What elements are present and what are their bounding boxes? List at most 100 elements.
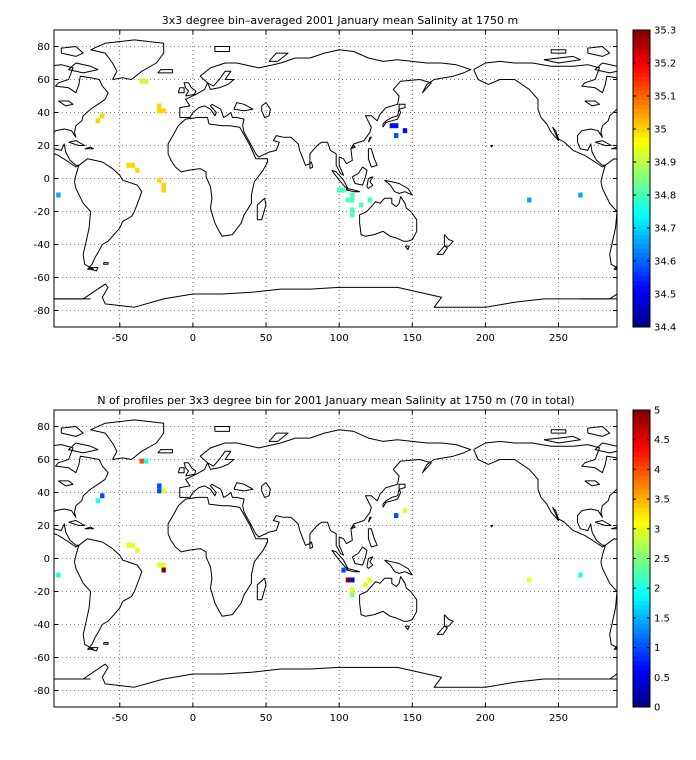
colorbar-swatch — [633, 215, 650, 221]
colorbar-swatch — [633, 136, 650, 142]
colorbar-tick-label: 0 — [654, 703, 660, 714]
coastline — [68, 442, 99, 454]
colorbar-swatch — [633, 609, 650, 615]
colorbar-swatch — [633, 30, 650, 36]
colorbar-swatch — [633, 470, 650, 476]
y-tick-label: -60 — [34, 273, 50, 284]
colorbar-swatch — [633, 488, 650, 495]
coastline — [398, 103, 406, 110]
bin-cell — [161, 488, 166, 494]
x-tick-label: 150 — [403, 713, 422, 724]
colorbar-swatch — [633, 637, 650, 643]
colorbar-swatch — [633, 90, 650, 96]
colorbar-swatch — [633, 43, 650, 50]
coastline — [214, 426, 230, 432]
colorbar-swatch — [633, 604, 650, 611]
coastline — [404, 625, 410, 630]
y-tick-label: 60 — [37, 75, 50, 86]
y-tick-label: 40 — [37, 108, 50, 119]
bin-cell — [350, 212, 355, 218]
salinity-y-ticks: 80 60 40 20 0 -20 -40 -60 -80 — [34, 42, 617, 317]
coastline — [233, 482, 254, 492]
colorbar-swatch — [633, 502, 650, 508]
coastline — [550, 49, 567, 54]
colorbar-swatch — [633, 192, 650, 198]
colorbar-swatch — [633, 567, 650, 573]
colorbar-swatch — [633, 595, 650, 601]
colorbar-swatch — [633, 484, 650, 490]
coastline — [183, 462, 197, 477]
coastline — [684, 450, 696, 453]
colorbar-tick-label: 0.5 — [654, 673, 670, 684]
colorbar-swatch — [633, 702, 650, 708]
colorbar-swatch — [633, 285, 650, 291]
coastline — [384, 179, 413, 196]
coastline — [68, 140, 86, 146]
bin-cell — [367, 197, 373, 203]
coastline — [207, 70, 235, 90]
bin-cell — [393, 123, 399, 129]
coastline — [443, 614, 454, 627]
bin-cell — [350, 197, 355, 203]
colorbar-swatch — [633, 159, 650, 166]
coastline — [615, 267, 617, 270]
coastline — [367, 528, 378, 548]
colorbar-swatch — [633, 252, 650, 258]
colorbar-swatch — [633, 104, 650, 110]
colorbar-swatch — [633, 521, 650, 527]
colorbar-swatch — [633, 266, 650, 272]
colorbar-swatch — [633, 493, 650, 499]
salinity-bins — [56, 78, 583, 218]
colorbar-swatch — [633, 549, 650, 555]
colorbar-frame — [632, 29, 651, 328]
y-tick-label: 60 — [37, 455, 50, 466]
coastline — [367, 148, 378, 168]
colorbar-swatch — [633, 210, 650, 217]
bin-cell — [157, 488, 162, 494]
colorbar-swatch — [633, 553, 650, 559]
coastline — [384, 559, 413, 576]
colorbar-swatch — [633, 178, 650, 184]
colorbar-swatch — [633, 581, 650, 587]
colorbar-swatch — [633, 57, 650, 63]
coastline — [233, 102, 254, 112]
coastline — [183, 82, 197, 97]
colorbar-swatch — [633, 558, 650, 564]
profile-count-bins — [56, 458, 583, 598]
colorbar-swatch — [633, 271, 650, 277]
coastline — [54, 59, 55, 61]
bin-cell — [130, 162, 136, 168]
colorbar-swatch — [633, 169, 650, 175]
colorbar-swatch — [633, 586, 650, 592]
bin-cell — [341, 187, 346, 193]
colorbar-swatch — [633, 669, 650, 676]
y-tick-label: -40 — [34, 240, 50, 251]
bin-cell — [389, 123, 394, 129]
colorbar-swatch — [633, 474, 650, 481]
colorbar-swatch — [633, 544, 650, 550]
coastline — [350, 145, 356, 150]
bin-cell — [126, 162, 131, 168]
colorbar-swatch — [633, 451, 650, 457]
colorbar-swatch — [633, 590, 650, 597]
coastline — [351, 546, 368, 566]
colorbar-tick-label: 35.1 — [654, 92, 676, 103]
coastline — [473, 440, 617, 548]
colorbar-swatch — [633, 683, 650, 689]
coastline — [351, 166, 368, 186]
colorbar-swatch — [633, 224, 650, 231]
coastline — [256, 197, 267, 221]
colorbar-tick-label: 2.5 — [654, 554, 670, 565]
bin-cell — [363, 582, 368, 588]
coastline — [366, 176, 374, 189]
bin-cell — [350, 577, 355, 583]
bin-cell — [100, 493, 105, 499]
colorbar-swatch — [633, 229, 650, 235]
colorbar-swatch — [633, 294, 650, 300]
bin-cell — [350, 587, 355, 593]
coastline — [367, 136, 372, 143]
coastline — [207, 450, 235, 470]
y-tick-label: 20 — [37, 521, 50, 532]
coastline — [584, 100, 600, 107]
